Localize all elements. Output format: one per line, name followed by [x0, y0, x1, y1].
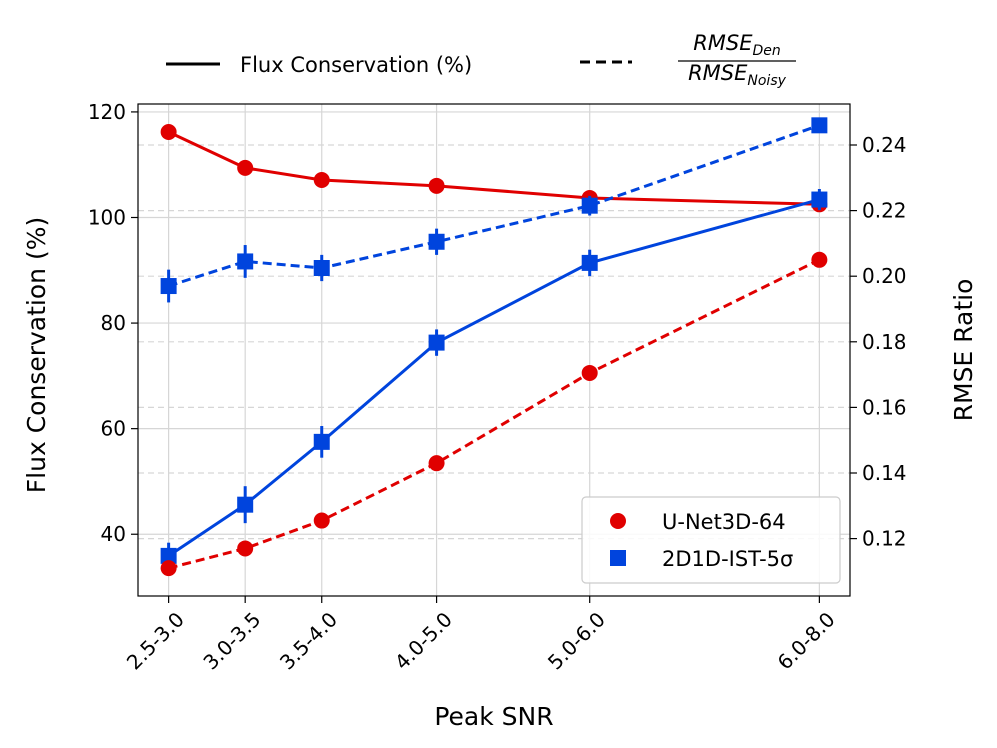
series-line	[168, 123, 820, 288]
model-legend-box	[581, 496, 841, 584]
x-tick-label: 5.0-6.0	[543, 607, 610, 674]
right-tick-label: 0.16	[862, 395, 907, 419]
x-tick-label: 3.5-4.0	[275, 607, 342, 674]
plot-area-frame	[137, 103, 851, 597]
legend-solid-label: Flux Conservation (%)	[240, 53, 472, 77]
data-point	[237, 159, 254, 176]
right-tick-label: 0.20	[862, 264, 907, 288]
legend-ist-marker	[610, 550, 626, 566]
data-point	[581, 197, 598, 214]
right-tick-label: 0.24	[862, 133, 907, 157]
left-tick-label: 80	[101, 311, 126, 335]
data-point	[581, 364, 598, 381]
series-line	[167, 130, 820, 206]
data-point	[428, 334, 445, 351]
x-tick-label: 6.0-8.0	[773, 607, 840, 674]
data-point	[428, 233, 445, 250]
grid	[138, 104, 850, 596]
top-legend: Flux Conservation (%) RMSEDen RMSENoisy	[166, 31, 796, 89]
right-tick-label: 0.18	[862, 330, 907, 354]
data-point	[160, 547, 177, 564]
data-point	[237, 253, 254, 270]
x-tick-label: 2.5-3.0	[122, 607, 189, 674]
data-point	[428, 455, 445, 472]
data-point	[160, 278, 177, 295]
data-point	[581, 254, 598, 271]
model-legend: U-Net3D-64 2D1D-IST-5σ	[581, 496, 841, 584]
data-point	[313, 512, 330, 529]
data-point	[428, 177, 445, 194]
legend-fraction-numerator: RMSEDen	[693, 31, 781, 59]
right-tick-label: 0.22	[862, 199, 907, 223]
left-tick-label: 60	[101, 417, 126, 441]
series-flux-square	[160, 188, 828, 570]
series-flux-circle	[160, 123, 828, 213]
data-point	[811, 251, 828, 268]
right-tick-label: 0.14	[862, 461, 907, 485]
legend-unet-label: U-Net3D-64	[662, 510, 786, 534]
x-tick-label: 3.0-3.5	[198, 607, 265, 674]
data-point	[313, 172, 330, 189]
right-axis-ticks: 0.12 0.14 0.16 0.18 0.20 0.22 0.24	[850, 133, 907, 551]
data-point	[160, 123, 177, 140]
data-point	[160, 560, 177, 577]
left-tick-label: 120	[88, 100, 126, 124]
left-tick-label: 100	[88, 205, 126, 229]
series-rmse_ratio-square	[160, 117, 828, 303]
legend-fraction-denominator: RMSENoisy	[688, 61, 787, 89]
left-axis-label: Flux Conservation (%)	[22, 217, 51, 493]
series-line	[168, 258, 821, 570]
data-point	[313, 260, 330, 276]
data-point	[237, 540, 254, 557]
right-tick-label: 0.12	[862, 527, 907, 551]
x-axis-label: Peak SNR	[434, 702, 553, 731]
series-rmse_ratio-circle	[160, 251, 828, 577]
x-tick-label: 4.0-5.0	[390, 607, 457, 674]
left-tick-label: 40	[101, 522, 126, 546]
series-line	[167, 198, 820, 558]
series-layer	[160, 117, 828, 577]
data-point	[313, 433, 330, 450]
data-point	[811, 117, 828, 134]
right-axis-label: RMSE Ratio	[949, 279, 978, 422]
legend-unet-marker	[610, 513, 626, 529]
left-axis-ticks: 40 60 80 100 120	[88, 100, 138, 546]
legend-ist-label: 2D1D-IST-5σ	[662, 547, 793, 571]
x-axis-ticks: 2.5-3.0 3.0-3.5 3.5-4.0 4.0-5.0 5.0-6.0 6.0-8…	[122, 596, 840, 674]
data-point	[237, 496, 254, 513]
data-point	[811, 191, 828, 208]
